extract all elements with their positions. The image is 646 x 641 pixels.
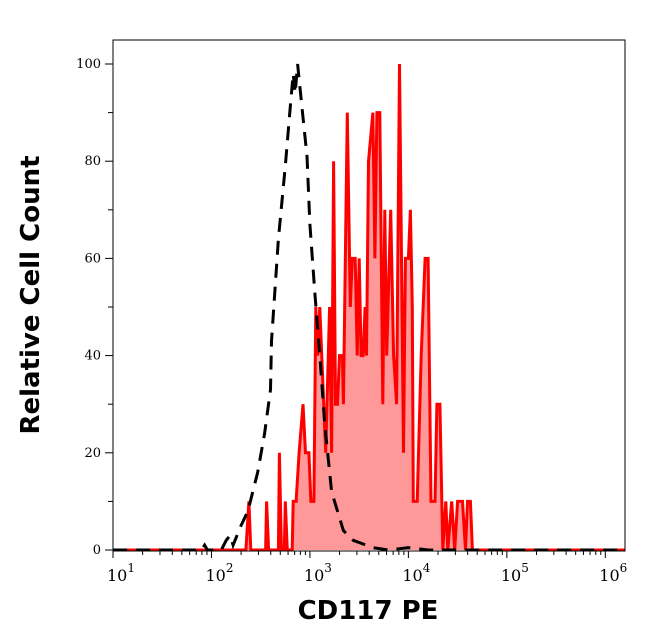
x-tick-label: 102 [205,561,233,585]
x-axis-title: CD117 PE [298,596,439,626]
series-line-cd117-pe [113,63,625,552]
x-tick-base: 10 [304,566,324,585]
x-tick-label: 103 [304,561,332,585]
y-tick-label: 80 [84,154,101,169]
x-tick-label: 105 [501,561,529,585]
x-tick-label: 101 [107,561,135,585]
x-tick-base: 10 [205,566,225,585]
y-tick-label: 100 [76,57,101,72]
y-tick-label: 40 [84,349,101,364]
x-tick-exponent: 6 [620,561,628,575]
series-layer [113,63,625,552]
y-axis-title: Relative Cell Count [16,155,46,434]
x-tick-label: 106 [599,561,627,585]
x-tick-label: 104 [402,561,430,585]
y-tick-label: 60 [84,251,101,266]
x-tick-base: 10 [107,566,127,585]
y-tick-label: 0 [93,543,101,558]
series-fill-cd117-pe [113,64,625,550]
series-line-isotype-control [113,63,625,552]
x-tick-base: 10 [501,566,521,585]
x-tick-base: 10 [402,566,422,585]
x-tick-exponent: 5 [521,561,529,575]
x-tick-exponent: 2 [226,561,234,575]
x-tick-base: 10 [599,566,619,585]
y-tick-label: 20 [84,446,101,461]
x-tick-exponent: 3 [324,561,332,575]
x-tick-exponent: 1 [127,561,135,575]
x-tick-exponent: 4 [423,561,431,575]
